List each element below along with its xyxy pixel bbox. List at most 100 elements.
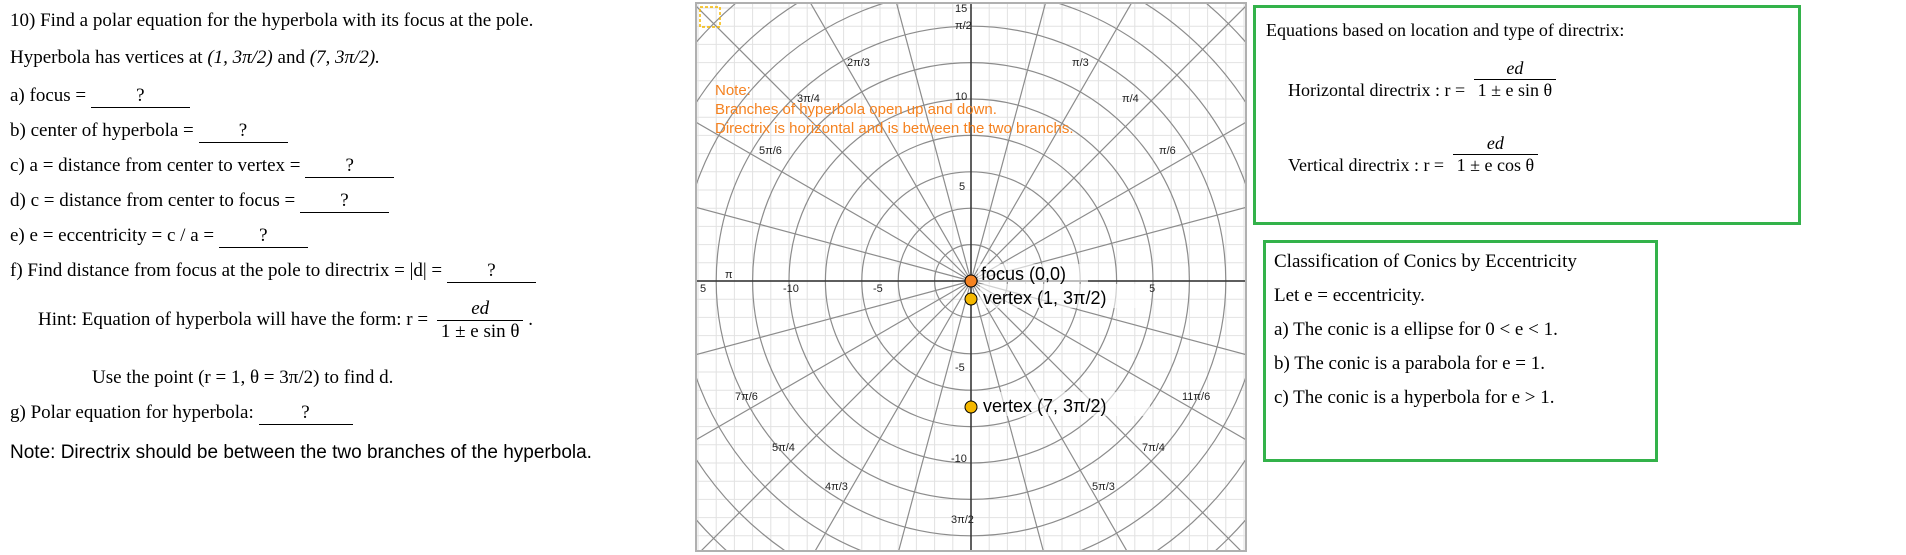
horizontal-denominator: 1 ± e sin θ	[1477, 80, 1553, 100]
y-tick-15: 15	[955, 4, 967, 15]
angle-label-4pi-over-3: 4π/3	[825, 481, 848, 493]
x-tick-5: 5	[1149, 283, 1155, 295]
polar-ray	[697, 280, 972, 440]
graph-note-title: Note:	[715, 82, 751, 99]
horizontal-directrix-label: Horizontal directrix : r =	[1288, 79, 1466, 100]
hint-fraction: ed 1 ± e sin θ	[436, 298, 524, 343]
question-c: c) a = distance from center to vertex = …	[10, 155, 395, 178]
y-tick-neg5: -5	[955, 362, 965, 374]
polar-ray	[970, 280, 1245, 440]
question-b-label: b) center of hyperbola =	[10, 120, 194, 141]
horizontal-fraction: ed 1 ± e sin θ	[1473, 58, 1557, 101]
polar-ray	[697, 206, 972, 282]
question-f-label: f) Find distance from focus at the pole …	[10, 260, 443, 281]
graph-note-line3: Directrix is horizontal and is between t…	[715, 120, 1074, 137]
question-b: b) center of hyperbola = ?	[10, 120, 288, 143]
question-g: g) Polar equation for hyperbola: ?	[10, 402, 353, 425]
angle-label-5pi-over-4: 5π/4	[772, 442, 795, 454]
problem-title: 10) Find a polar equation for the hyperb…	[10, 10, 534, 31]
y-tick-neg10: -10	[951, 453, 967, 465]
conics-box-title: Classification of Conics by Eccentricity	[1274, 251, 1577, 272]
vertex1-label-bg	[980, 284, 1150, 308]
x-tick-left-5: 5	[700, 283, 706, 295]
angle-label-3pi-over-2: 3π/2	[951, 514, 974, 526]
vertex2-label-bg	[980, 392, 1150, 416]
vertex2-text: (7, 3π/2).	[309, 47, 380, 68]
graph-note-line2: Branches of hyperbola open up and down.	[715, 101, 997, 118]
answer-d-blank[interactable]: ?	[299, 190, 389, 213]
polar-ray	[970, 4, 1046, 282]
horizontal-numerator: ed	[1473, 58, 1557, 80]
answer-e-blank[interactable]: ?	[218, 225, 308, 248]
angle-label-7pi-over-6: 7π/6	[735, 391, 758, 403]
polar-ray	[970, 206, 1245, 282]
focus-label-bg	[978, 264, 1088, 282]
question-f: f) Find distance from focus at the pole …	[10, 260, 536, 283]
angle-label-5pi-over-6: 5π/6	[759, 145, 782, 157]
vertex1-text: (1, 3π/2)	[207, 47, 273, 68]
answer-b-blank[interactable]: ?	[198, 120, 288, 143]
polar-ray	[970, 280, 1044, 550]
use-point-line: Use the point (r = 1, θ = 3π/2) to find …	[92, 367, 394, 388]
vertical-denominator: 1 ± e cos θ	[1456, 155, 1535, 175]
conics-ellipse-line: a) The conic is a ellipse for 0 < e < 1.	[1274, 319, 1558, 340]
question-a: a) focus = ?	[10, 85, 190, 108]
answer-g-blank[interactable]: ?	[258, 402, 353, 425]
question-d-label: d) c = distance from center to focus =	[10, 190, 296, 211]
hint-denominator: 1 ± e sin θ	[440, 321, 520, 342]
angle-label-pi-over-3: π/3	[1072, 57, 1089, 69]
answer-f-blank[interactable]: ?	[446, 260, 536, 283]
angle-label-5pi-over-3: 5π/3	[1092, 481, 1115, 493]
polar-ray	[898, 280, 972, 550]
vertical-fraction: ed 1 ± e cos θ	[1452, 133, 1539, 176]
polar-ray	[896, 4, 972, 282]
angle-label-7pi-over-4: 7π/4	[1142, 442, 1165, 454]
polar-ray	[814, 280, 972, 550]
question-e-label: e) e = eccentricity = c / a =	[10, 225, 215, 246]
vertex1-point[interactable]	[964, 292, 978, 306]
vertex2-label: vertex (7, 3π/2)	[983, 396, 1106, 416]
hint-end: .	[528, 308, 533, 330]
polar-ray	[970, 6, 1245, 282]
hint-line: Hint: Equation of hyperbola will have th…	[38, 298, 533, 343]
polar-ray	[970, 4, 1132, 282]
vertical-directrix-label: Vertical directrix : r =	[1288, 154, 1445, 175]
question-e: e) e = eccentricity = c / a = ?	[10, 225, 308, 248]
and-word: and	[277, 47, 305, 68]
conics-hyperbola-line: c) The conic is a hyperbola for e > 1.	[1274, 387, 1555, 408]
question-c-label: c) a = distance from center to vertex =	[10, 155, 301, 176]
polar-ray	[701, 280, 972, 550]
directrix-note: Note: Directrix should be between the tw…	[10, 442, 592, 463]
polar-graph-svg[interactable]: π/2 2π/3 π/3 3π/4 π/4 5π/6 π/6 π 7π/6 11…	[697, 4, 1245, 550]
y-tick-5: 5	[959, 181, 965, 193]
focus-point[interactable]	[964, 274, 978, 288]
vertex2-point[interactable]	[964, 400, 978, 414]
angle-label-3pi-over-4: 3π/4	[797, 93, 820, 105]
angle-label-2pi-over-3: 2π/3	[847, 57, 870, 69]
vertical-numerator: ed	[1452, 133, 1539, 155]
hint-numerator: ed	[436, 298, 524, 321]
polar-graph[interactable]: π/2 2π/3 π/3 3π/4 π/4 5π/6 π/6 π 7π/6 11…	[695, 2, 1247, 552]
question-a-label: a) focus =	[10, 85, 87, 106]
polar-ray	[970, 280, 1241, 550]
vertex1-label: vertex (1, 3π/2)	[983, 288, 1106, 308]
answer-a-blank[interactable]: ?	[90, 85, 190, 108]
vertices-line: Hyperbola has vertices at (1, 3π/2) and …	[10, 47, 380, 69]
selection-handle[interactable]	[699, 6, 721, 28]
angle-label-pi: π	[725, 269, 733, 281]
y-tick-10: 10	[955, 91, 967, 103]
focus-label: focus (0,0)	[981, 264, 1066, 284]
question-g-label: g) Polar equation for hyperbola:	[10, 402, 254, 423]
angle-label-pi-over-4: π/4	[1122, 93, 1139, 105]
conics-let-line: Let e = eccentricity.	[1274, 285, 1425, 306]
polar-ray	[697, 122, 972, 282]
angle-label-11pi-over-6: 11π/6	[1182, 391, 1210, 403]
polar-ray	[810, 4, 972, 282]
x-tick-neg5: -5	[873, 283, 883, 295]
directrix-box-title: Equations based on location and type of …	[1266, 20, 1625, 40]
answer-c-blank[interactable]: ?	[305, 155, 395, 178]
x-tick-neg10: -10	[783, 283, 799, 295]
vertices-prefix: Hyperbola has vertices at	[10, 47, 203, 68]
polar-ray	[697, 6, 972, 282]
hint-text: Hint: Equation of hyperbola will have th…	[38, 308, 429, 330]
